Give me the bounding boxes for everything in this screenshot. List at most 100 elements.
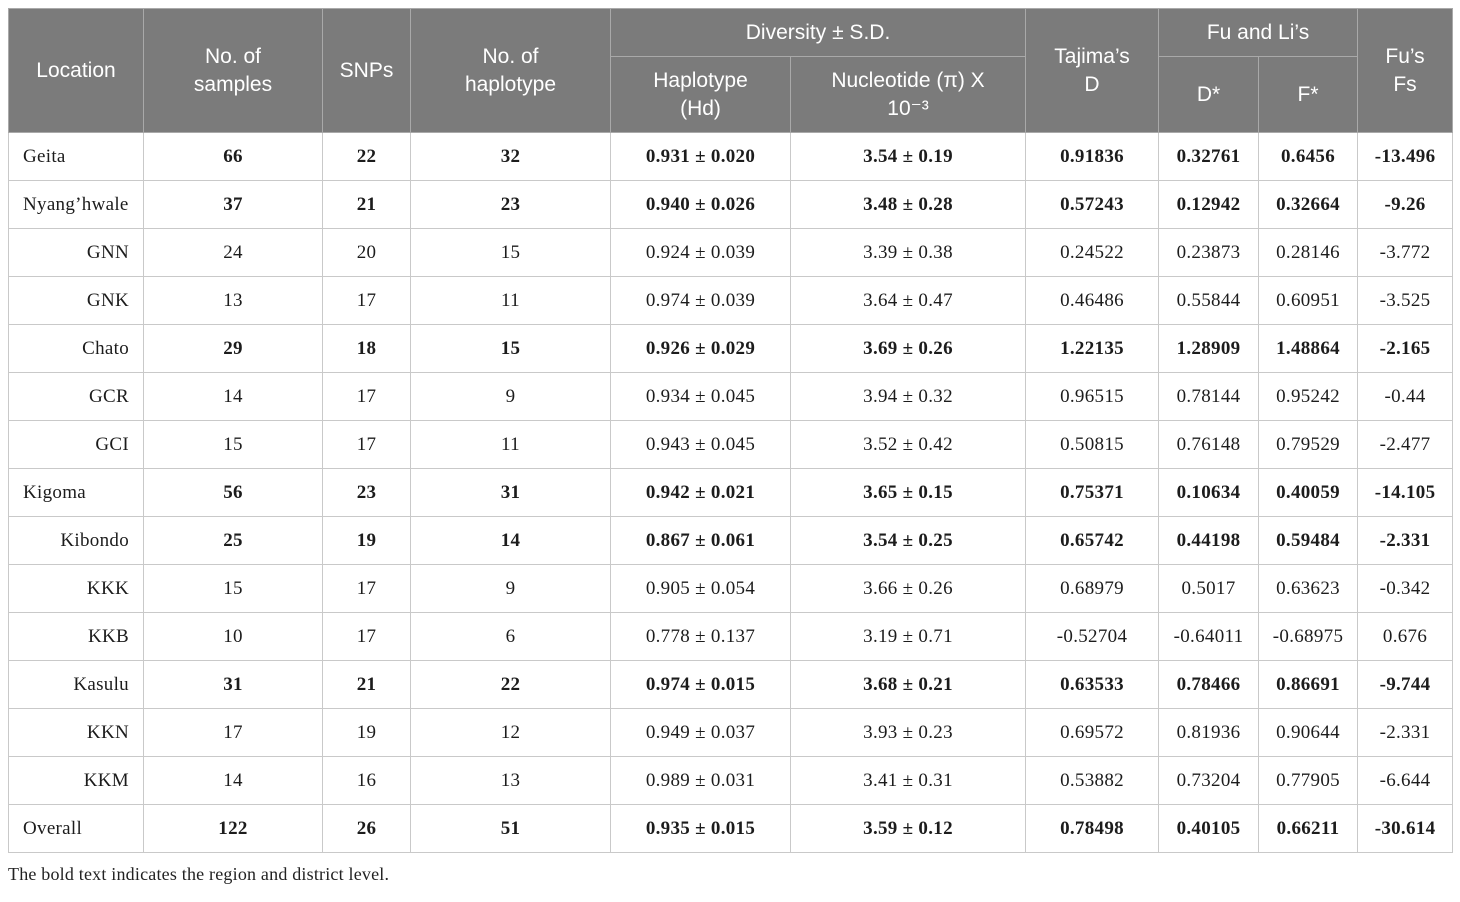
- table-row: Chato 29 18 15 0.926 ± 0.029 3.69 ± 0.26 1.221…: [8, 324, 1454, 373]
- cell-tajima: 0.57243: [1025, 180, 1160, 229]
- cell-pi: 3.54 ± 0.19: [789, 132, 1027, 181]
- cell-pi: 3.66 ± 0.26: [789, 564, 1027, 613]
- cell-samples: 15: [143, 420, 323, 469]
- cell-location: KKB: [8, 612, 144, 661]
- cell-pi: 3.65 ± 0.15: [789, 468, 1027, 517]
- cell-snps: 22: [322, 132, 411, 181]
- header-nucleotide-pi: Nucleotide (π) X 10⁻³: [789, 56, 1027, 133]
- cell-snps: 17: [322, 612, 411, 661]
- cell-fs: -3.772: [1357, 228, 1454, 277]
- table-row: KKN 17 19 12 0.949 ± 0.037 3.93 ± 0.23 0.69572…: [8, 708, 1454, 757]
- header-fu-and-lis-group: Fu and Li’s: [1158, 8, 1359, 57]
- cell-snps: 21: [322, 180, 411, 229]
- footnote: The bold text indicates the region and d…: [8, 864, 390, 884]
- cell-tajima: 0.50815: [1025, 420, 1160, 469]
- cell-pi: 3.69 ± 0.26: [789, 324, 1027, 373]
- cell-snps: 16: [322, 756, 411, 805]
- cell-tajima: 0.46486: [1025, 276, 1160, 325]
- cell-f-star: 0.86691: [1258, 660, 1359, 709]
- header-no-of-samples: No. of samples: [143, 8, 323, 133]
- cell-hd: 0.924 ± 0.039: [610, 228, 791, 277]
- cell-d-star: -0.64011: [1158, 612, 1260, 661]
- cell-snps: 17: [322, 276, 411, 325]
- cell-location: GNK: [8, 276, 144, 325]
- table-row: Nyang’hwale 37 21 23 0.940 ± 0.026 3.48 ± 0.2…: [8, 180, 1454, 229]
- cell-f-star: 1.48864: [1258, 324, 1359, 373]
- cell-haplotypes: 9: [410, 372, 611, 421]
- cell-tajima: 0.68979: [1025, 564, 1160, 613]
- cell-f-star: 0.79529: [1258, 420, 1359, 469]
- cell-samples: 15: [143, 564, 323, 613]
- cell-snps: 17: [322, 372, 411, 421]
- cell-snps: 19: [322, 516, 411, 565]
- cell-d-star: 0.76148: [1158, 420, 1260, 469]
- cell-hd: 0.940 ± 0.026: [610, 180, 791, 229]
- header-fus-fs: Fu’s Fs: [1357, 8, 1454, 133]
- cell-hd: 0.942 ± 0.021: [610, 468, 791, 517]
- cell-d-star: 0.5017: [1158, 564, 1260, 613]
- cell-fs: 0.676: [1357, 612, 1454, 661]
- cell-samples: 17: [143, 708, 323, 757]
- cell-samples: 14: [143, 372, 323, 421]
- cell-pi: 3.48 ± 0.28: [789, 180, 1027, 229]
- cell-d-star: 0.12942: [1158, 180, 1260, 229]
- cell-pi: 3.41 ± 0.31: [789, 756, 1027, 805]
- cell-snps: 26: [322, 804, 411, 853]
- cell-f-star: 0.77905: [1258, 756, 1359, 805]
- cell-fs: -6.644: [1357, 756, 1454, 805]
- table-row: Overall 122 26 51 0.935 ± 0.015 3.59 ± 0.12 0.…: [8, 804, 1454, 853]
- cell-fs: -3.525: [1357, 276, 1454, 325]
- cell-d-star: 0.78466: [1158, 660, 1260, 709]
- cell-pi: 3.68 ± 0.21: [789, 660, 1027, 709]
- header-diversity-group: Diversity ± S.D.: [609, 8, 1027, 57]
- cell-samples: 10: [143, 612, 323, 661]
- cell-snps: 20: [322, 228, 411, 277]
- cell-d-star: 0.10634: [1158, 468, 1260, 517]
- cell-hd: 0.905 ± 0.054: [610, 564, 791, 613]
- cell-haplotypes: 11: [410, 420, 611, 469]
- cell-pi: 3.39 ± 0.38: [789, 228, 1027, 277]
- table-row: Geita 66 22 32 0.931 ± 0.020 3.54 ± 0.19 0.918…: [8, 132, 1454, 181]
- cell-fs: -0.342: [1357, 564, 1454, 613]
- cell-hd: 0.926 ± 0.029: [610, 324, 791, 373]
- cell-pi: 3.94 ± 0.32: [789, 372, 1027, 421]
- cell-tajima: 0.69572: [1025, 708, 1160, 757]
- cell-fs: -9.26: [1357, 180, 1454, 229]
- cell-tajima: 0.75371: [1025, 468, 1160, 517]
- cell-haplotypes: 23: [410, 180, 611, 229]
- cell-snps: 23: [322, 468, 411, 517]
- cell-location: Kasulu: [8, 660, 144, 709]
- header-snps: SNPs: [322, 8, 411, 133]
- cell-samples: 122: [143, 804, 323, 853]
- cell-haplotypes: 6: [410, 612, 611, 661]
- cell-pi: 3.52 ± 0.42: [789, 420, 1027, 469]
- cell-location: Kibondo: [8, 516, 144, 565]
- cell-hd: 0.778 ± 0.137: [610, 612, 791, 661]
- cell-samples: 37: [143, 180, 323, 229]
- cell-f-star: -0.68975: [1258, 612, 1359, 661]
- header-haplotype-hd: Haplotype (Hd): [610, 56, 791, 133]
- cell-hd: 0.974 ± 0.039: [610, 276, 791, 325]
- cell-location: Geita: [8, 132, 144, 181]
- table-row: GNN 24 20 15 0.924 ± 0.039 3.39 ± 0.38 0.24522…: [8, 228, 1454, 277]
- cell-haplotypes: 15: [410, 228, 611, 277]
- cell-tajima: 0.24522: [1025, 228, 1160, 277]
- cell-fs: -13.496: [1357, 132, 1454, 181]
- cell-haplotypes: 31: [410, 468, 611, 517]
- cell-fs: -14.105: [1357, 468, 1454, 517]
- cell-f-star: 0.32664: [1258, 180, 1359, 229]
- table-row: KKM 14 16 13 0.989 ± 0.031 3.41 ± 0.31 0.53882…: [8, 756, 1454, 805]
- cell-haplotypes: 51: [410, 804, 611, 853]
- cell-location: KKM: [8, 756, 144, 805]
- cell-haplotypes: 32: [410, 132, 611, 181]
- cell-location: GNN: [8, 228, 144, 277]
- header-location: Location: [8, 8, 144, 133]
- cell-location: Nyang’hwale: [8, 180, 144, 229]
- cell-f-star: 0.59484: [1258, 516, 1359, 565]
- cell-pi: 3.93 ± 0.23: [789, 708, 1027, 757]
- cell-hd: 0.949 ± 0.037: [610, 708, 791, 757]
- cell-haplotypes: 22: [410, 660, 611, 709]
- table-body: Geita 66 22 32 0.931 ± 0.020 3.54 ± 0.19 0.918…: [8, 132, 1454, 853]
- cell-f-star: 0.6456: [1258, 132, 1359, 181]
